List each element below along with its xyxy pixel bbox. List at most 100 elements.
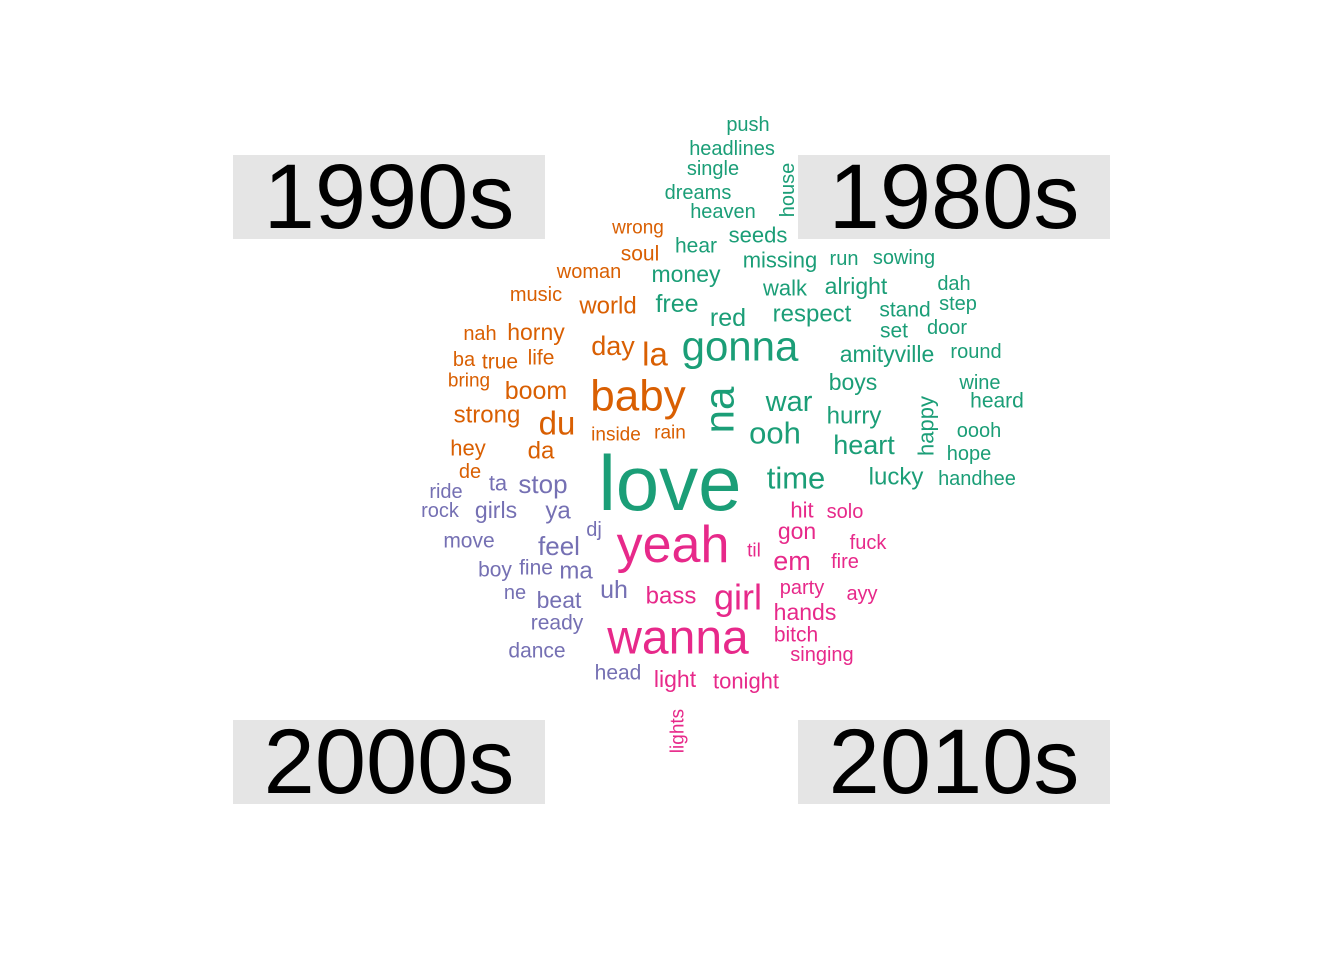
word-ready: ready	[531, 612, 584, 635]
word-lucky: lucky	[869, 464, 924, 491]
word-happy: happy	[914, 396, 939, 456]
word-life: life	[528, 347, 555, 370]
word-feel: feel	[538, 531, 580, 561]
word-fuck: fuck	[850, 532, 888, 554]
word-ya: ya	[545, 498, 571, 525]
word-push: push	[726, 114, 769, 136]
word-na: na	[696, 386, 743, 433]
word-red: red	[710, 304, 746, 332]
word-dj: dj	[586, 519, 602, 541]
word-boom: boom	[505, 377, 568, 405]
word-step: step	[939, 293, 977, 315]
label-1980s-box: 1980s	[798, 151, 1110, 243]
label-2010s: 2010s	[828, 711, 1080, 813]
word-bass: bass	[646, 583, 697, 610]
word-round: round	[950, 341, 1001, 363]
word-alright: alright	[825, 273, 888, 299]
word-boy: boy	[478, 559, 512, 582]
word-du: du	[539, 405, 576, 442]
word-amityville: amityville	[840, 341, 935, 367]
word-inside: inside	[591, 425, 641, 446]
word-stand: stand	[879, 299, 930, 322]
word-solo: solo	[827, 501, 864, 523]
word-house: house	[777, 163, 799, 218]
word-bitch: bitch	[774, 624, 818, 647]
word-headlines: headlines	[689, 138, 775, 160]
word-hear: hear	[675, 235, 717, 258]
word-love: love	[598, 439, 741, 527]
word-world: world	[578, 293, 636, 320]
word-lights: lights	[668, 709, 689, 753]
word-dance: dance	[508, 640, 565, 663]
word-war: war	[765, 386, 813, 418]
word-heaven: heaven	[690, 201, 756, 223]
word-gonna: gonna	[682, 323, 799, 370]
word-true: true	[482, 351, 518, 374]
word-la: la	[642, 336, 668, 373]
word-uh: uh	[600, 576, 628, 604]
word-day: day	[591, 331, 635, 361]
word-rain: rain	[654, 423, 686, 444]
word-girls: girls	[475, 497, 517, 523]
word-de: de	[459, 461, 481, 483]
word-da: da	[528, 438, 555, 465]
word-wanna: wanna	[606, 612, 749, 665]
word-hurry: hurry	[827, 403, 882, 430]
word-time: time	[767, 461, 826, 496]
word-head: head	[595, 662, 642, 685]
word-ba: ba	[453, 349, 476, 371]
word-rock: rock	[421, 500, 460, 522]
word-seeds: seeds	[729, 223, 788, 248]
word-sowing: sowing	[873, 247, 935, 269]
label-1990s-box: 1990s	[233, 151, 545, 243]
word-gon: gon	[778, 518, 816, 544]
word-hands: hands	[774, 599, 837, 625]
word-boys: boys	[829, 369, 878, 395]
word-ooh: ooh	[749, 416, 801, 451]
word-light: light	[654, 666, 697, 692]
word-set: set	[880, 320, 908, 343]
word-fine: fine	[519, 557, 553, 580]
word-woman: woman	[556, 261, 621, 283]
word-ride: ride	[429, 481, 462, 503]
word-beat: beat	[537, 587, 582, 613]
word-dah: dah	[937, 273, 970, 295]
label-1990s: 1990s	[263, 146, 515, 248]
word-respect: respect	[773, 301, 852, 328]
word-music: music	[510, 284, 562, 306]
word-em: em	[773, 546, 811, 576]
word-wine: wine	[958, 372, 1000, 394]
word-fire: fire	[831, 551, 859, 573]
word-ta: ta	[489, 471, 508, 496]
word-yeah: yeah	[617, 516, 730, 574]
word-party: party	[780, 577, 824, 599]
word-single: single	[687, 158, 739, 180]
word-hit: hit	[790, 498, 813, 523]
word-money: money	[651, 261, 721, 287]
word-ne: ne	[504, 582, 526, 604]
word-move: move	[443, 530, 494, 553]
word-wrong: wrong	[611, 218, 664, 239]
word-hope: hope	[947, 443, 992, 465]
label-2000s-box: 2000s	[233, 716, 545, 808]
word-heard: heard	[970, 390, 1024, 413]
word-door: door	[927, 317, 967, 339]
word-ma: ma	[559, 558, 593, 585]
word-stop: stop	[518, 469, 567, 499]
label-2010s-box: 2010s	[798, 716, 1110, 808]
word-nah: nah	[463, 323, 496, 345]
word-ayy: ayy	[846, 583, 877, 605]
word-oooh: oooh	[957, 420, 1002, 442]
word-missing: missing	[743, 248, 818, 273]
word-free: free	[655, 290, 698, 318]
word-baby: baby	[590, 372, 685, 421]
word-bring: bring	[448, 371, 490, 392]
word-horny: horny	[507, 319, 565, 345]
word-dreams: dreams	[665, 182, 732, 204]
word-hey: hey	[450, 436, 485, 461]
word-girl: girl	[714, 577, 762, 618]
label-2000s: 2000s	[263, 711, 515, 813]
word-heart: heart	[833, 430, 895, 460]
word-strong: strong	[454, 402, 521, 429]
word-walk: walk	[762, 276, 808, 301]
